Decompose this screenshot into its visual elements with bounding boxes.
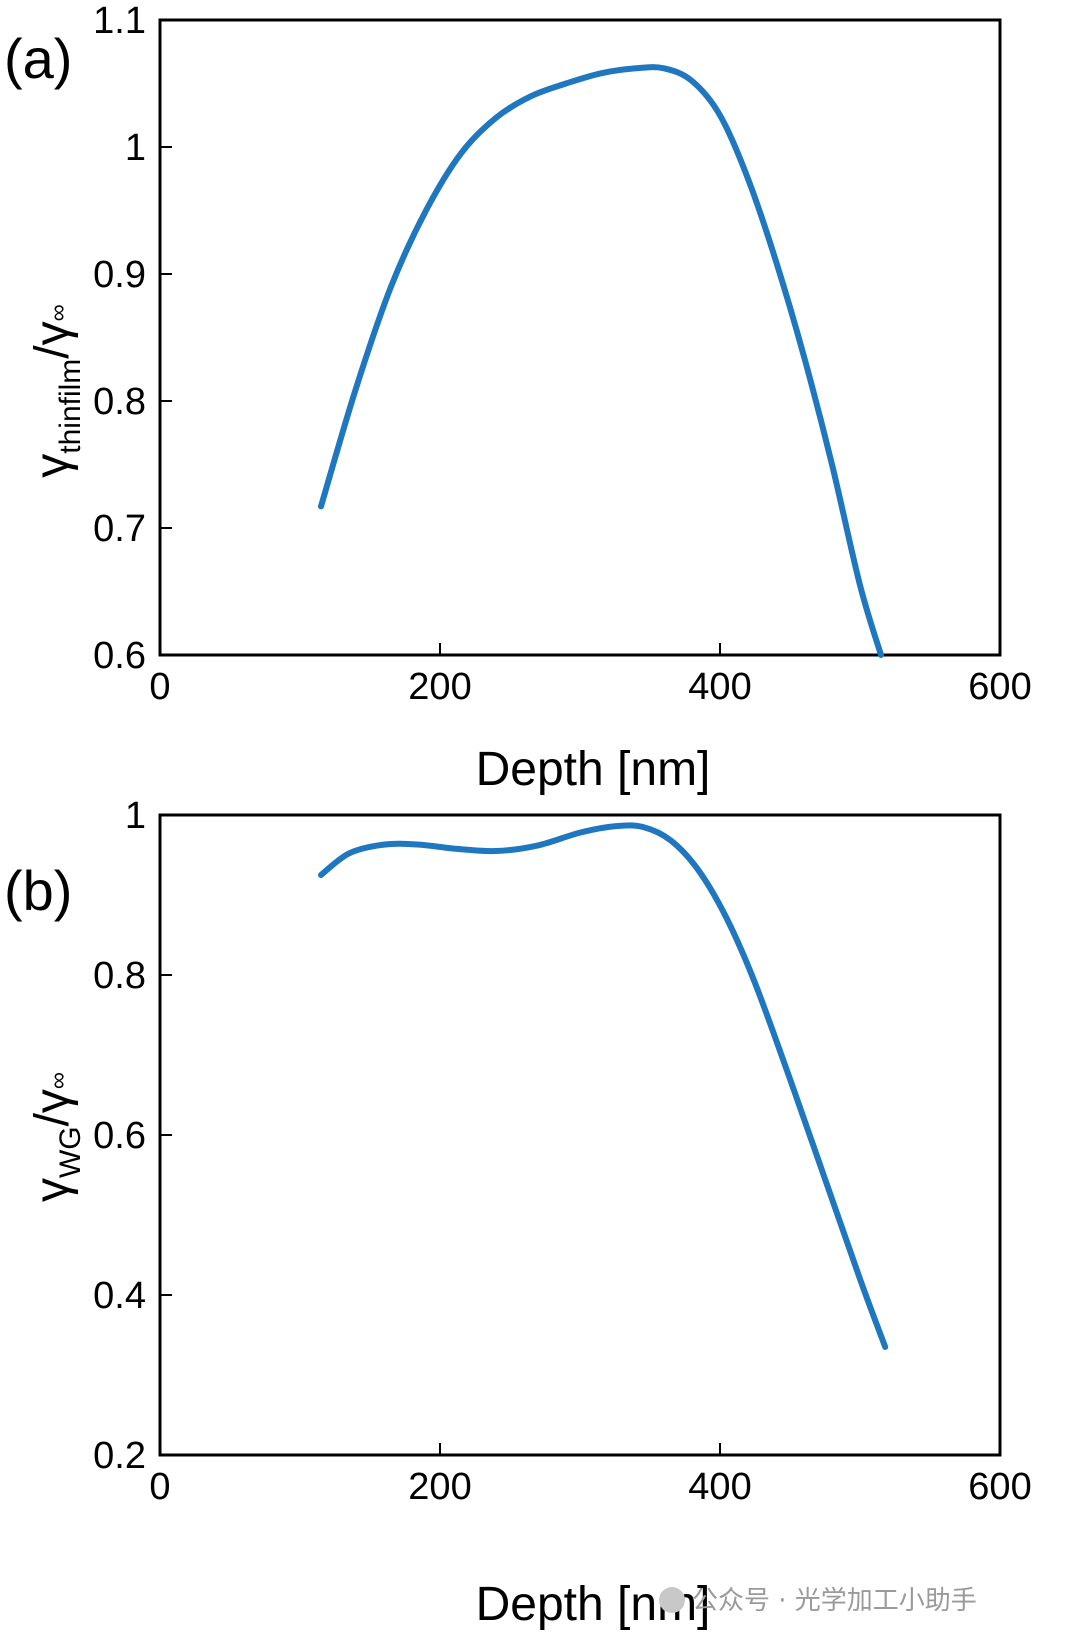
y-tick-label: 1.1 (93, 0, 146, 42)
y-axis-label-a: γthinfilm/γ∞ (26, 304, 87, 477)
axis-ticks-a: 0 200 400 600 0.6 0.7 0.8 0.9 1 1.1 (93, 0, 1032, 708)
y-tick-label: 0.9 (93, 254, 146, 296)
y-axis-label-a-text: γthinfilm/γ∞ (26, 304, 87, 477)
y-tick-label: 1 (125, 127, 146, 169)
y-tick-label: 0.8 (93, 381, 146, 423)
x-axis-label-a: Depth [nm] (476, 743, 711, 796)
x-tick-label: 200 (408, 1466, 471, 1508)
y-label-b-sub: WG (54, 1126, 87, 1178)
y-tick-label: 0.2 (93, 1435, 146, 1477)
data-line-thinfilm (318, 64, 884, 658)
y-axis-label-b-text: γWG/γ∞ (26, 1072, 87, 1202)
x-tick-label: 0 (149, 1466, 170, 1508)
plot-frame-a (158, 18, 1002, 657)
x-tick-label: 400 (688, 1466, 751, 1508)
plot-frame-b (158, 813, 1002, 1457)
y-label-b-den: /γ (26, 1089, 79, 1126)
y-label-b-base: γ (26, 1178, 79, 1202)
panel-label-a: (a) (4, 27, 72, 90)
y-tick-label: 0.4 (93, 1275, 146, 1317)
y-label-a-den-sub: ∞ (45, 304, 72, 321)
x-tick-label: 600 (968, 666, 1031, 708)
x-tick-label: 600 (968, 1466, 1031, 1508)
y-tick-label: 1 (125, 795, 146, 837)
wechat-icon (659, 1587, 685, 1613)
watermark-text: 公众号 · 光学加工小助手 (692, 1586, 977, 1616)
data-line-wg (318, 822, 889, 1350)
x-tick-label: 0 (149, 666, 170, 708)
y-label-a-base: γ (26, 454, 79, 478)
axis-ticks-b: 0 200 400 600 0.2 0.4 0.6 0.8 1 (93, 795, 1032, 1508)
y-axis-label-b: γWG/γ∞ (26, 1072, 87, 1202)
y-tick-label: 0.7 (93, 508, 146, 550)
y-label-a-den: /γ (26, 321, 79, 358)
x-tick-label: 200 (408, 666, 471, 708)
y-tick-label: 0.6 (93, 1115, 146, 1157)
y-tick-label: 0.8 (93, 955, 146, 997)
y-label-b-den-sub: ∞ (45, 1072, 72, 1089)
x-tick-label: 400 (688, 666, 751, 708)
panel-label-b: (b) (4, 859, 72, 922)
watermark: 公众号 · 光学加工小助手 (659, 1586, 977, 1616)
chart-panel-a: (a) 0 200 400 600 0.6 0.7 0.8 0.9 1 1.1 Depth [nm… (4, 0, 1032, 796)
y-label-a-sub: thinfilm (54, 359, 87, 454)
y-tick-label: 0.6 (93, 635, 146, 677)
